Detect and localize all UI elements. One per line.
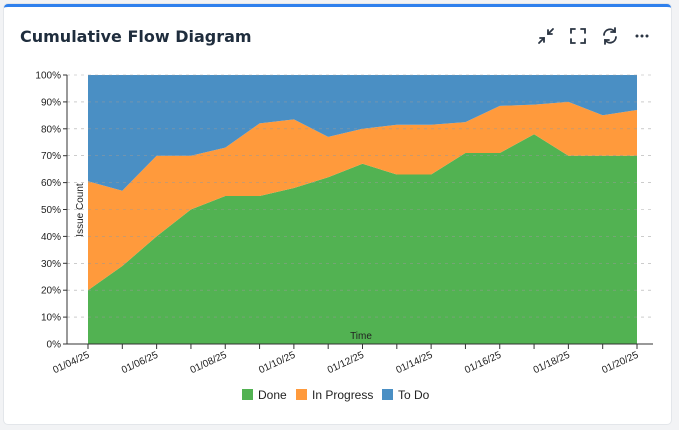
area-to-do — [88, 75, 637, 191]
page-title: Cumulative Flow Diagram — [20, 27, 252, 46]
y-tick-label: 0% — [47, 340, 62, 351]
y-tick-label: 60% — [41, 178, 61, 189]
legend-label-in-progress: In Progress — [312, 388, 373, 402]
collapse-icon — [538, 28, 554, 44]
x-tick-label: 01/10/25 — [257, 350, 297, 377]
collapse-button[interactable] — [535, 25, 557, 47]
x-tick-label: 01/06/25 — [120, 350, 160, 377]
y-axis-label: Issue Count — [75, 183, 86, 237]
x-axis-label: Time — [350, 331, 372, 342]
legend: Done In Progress To Do — [242, 388, 430, 402]
x-tick-label: 01/20/25 — [600, 350, 640, 377]
refresh-icon — [603, 27, 617, 45]
fullscreen-icon — [570, 28, 586, 44]
y-tick-label: 100% — [35, 71, 61, 82]
y-tick-label: 50% — [41, 205, 61, 216]
x-tick-label: 01/04/25 — [51, 350, 91, 377]
y-tick-label: 30% — [41, 259, 61, 270]
x-tick-label: 01/18/25 — [532, 350, 572, 377]
area-done — [88, 134, 637, 344]
y-tick-label: 80% — [41, 124, 61, 135]
refresh-button[interactable] — [599, 25, 621, 47]
legend-label-to-do: To Do — [398, 388, 430, 402]
y-tick-label: 20% — [41, 286, 61, 297]
x-tick-label: 01/12/25 — [326, 350, 366, 377]
legend-swatch-done — [242, 389, 253, 400]
fullscreen-button[interactable] — [567, 25, 589, 47]
more-icon — [635, 34, 649, 38]
more-button[interactable] — [631, 25, 653, 47]
y-tick-label: 70% — [41, 151, 61, 162]
x-tick-label: 01/16/25 — [463, 350, 503, 377]
legend-label-done: Done — [258, 388, 287, 402]
y-tick-label: 10% — [41, 313, 61, 324]
area-in-progress — [88, 101, 637, 291]
x-tick-label: 01/14/25 — [394, 350, 434, 377]
y-tick-label: 90% — [41, 97, 61, 108]
y-tick-label: 40% — [41, 232, 61, 243]
legend-swatch-in-progress — [296, 389, 307, 400]
legend-swatch-to-do — [382, 389, 393, 400]
x-tick-label: 01/08/25 — [189, 350, 229, 377]
chart-toolbar — [535, 25, 653, 47]
